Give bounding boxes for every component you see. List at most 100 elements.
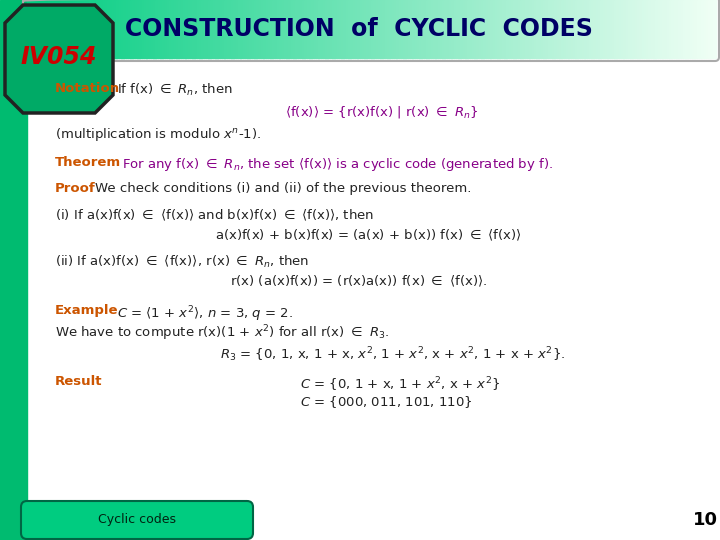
Bar bbox=[564, 0, 567, 58]
Bar bbox=[112, 0, 114, 58]
Bar bbox=[146, 0, 149, 58]
Bar bbox=[467, 0, 470, 58]
Bar bbox=[103, 0, 105, 58]
Bar bbox=[566, 0, 569, 58]
Bar bbox=[642, 0, 644, 58]
Bar bbox=[316, 0, 319, 58]
Bar bbox=[585, 0, 587, 58]
Bar bbox=[527, 0, 530, 58]
Text: $C$ = {000, 011, 101, 110}: $C$ = {000, 011, 101, 110} bbox=[300, 394, 472, 410]
Bar bbox=[277, 0, 280, 58]
Bar bbox=[325, 0, 328, 58]
Bar bbox=[30, 0, 32, 58]
Bar bbox=[359, 0, 362, 58]
Bar bbox=[461, 0, 463, 58]
Bar bbox=[135, 0, 138, 58]
Bar bbox=[380, 0, 383, 58]
Bar bbox=[311, 0, 314, 58]
Bar bbox=[502, 0, 505, 58]
Bar bbox=[82, 0, 85, 58]
Bar bbox=[426, 0, 429, 58]
Bar bbox=[688, 0, 690, 58]
Bar bbox=[463, 0, 466, 58]
Bar bbox=[593, 0, 596, 58]
Bar bbox=[314, 0, 317, 58]
Bar bbox=[114, 0, 117, 58]
Text: (ii) If a(x)f(x) $\in$ $\langle$f(x)$\rangle$, r(x) $\in$ $R_n$, then: (ii) If a(x)f(x) $\in$ $\langle$f(x)$\ra… bbox=[55, 254, 310, 270]
Bar bbox=[151, 0, 153, 58]
Bar bbox=[523, 0, 525, 58]
Bar bbox=[343, 0, 346, 58]
Bar bbox=[616, 0, 619, 58]
Bar bbox=[479, 0, 482, 58]
Bar bbox=[128, 0, 131, 58]
Bar bbox=[580, 0, 582, 58]
Bar bbox=[382, 0, 385, 58]
Bar bbox=[518, 0, 521, 58]
Bar bbox=[233, 0, 236, 58]
Bar bbox=[204, 0, 207, 58]
Bar bbox=[334, 0, 337, 58]
Bar bbox=[511, 0, 513, 58]
Bar bbox=[109, 0, 112, 58]
Bar bbox=[179, 0, 181, 58]
Bar bbox=[421, 0, 424, 58]
Bar bbox=[635, 0, 637, 58]
Text: IV054: IV054 bbox=[21, 45, 97, 69]
Bar bbox=[144, 0, 147, 58]
Bar bbox=[587, 0, 590, 58]
Bar bbox=[252, 0, 255, 58]
Bar bbox=[364, 0, 367, 58]
Bar bbox=[534, 0, 536, 58]
Bar bbox=[34, 0, 37, 58]
Bar bbox=[272, 0, 275, 58]
Bar bbox=[107, 0, 110, 58]
Bar bbox=[78, 0, 80, 58]
Bar bbox=[557, 0, 559, 58]
Bar bbox=[240, 0, 243, 58]
Bar bbox=[610, 0, 612, 58]
Bar bbox=[446, 0, 449, 58]
Bar bbox=[456, 0, 459, 58]
Bar bbox=[525, 0, 528, 58]
Bar bbox=[245, 0, 248, 58]
Bar bbox=[284, 0, 287, 58]
Bar bbox=[307, 0, 310, 58]
Bar bbox=[539, 0, 541, 58]
Bar bbox=[305, 0, 307, 58]
Text: CONSTRUCTION  of  CYCLIC  CODES: CONSTRUCTION of CYCLIC CODES bbox=[125, 17, 593, 41]
Bar bbox=[660, 0, 662, 58]
Bar bbox=[692, 0, 695, 58]
Bar bbox=[413, 0, 415, 58]
Bar bbox=[190, 0, 193, 58]
Bar bbox=[323, 0, 325, 58]
Bar bbox=[98, 0, 101, 58]
Text: (multiplication is modulo $x^n$-1).: (multiplication is modulo $x^n$-1). bbox=[55, 126, 261, 143]
Bar bbox=[474, 0, 477, 58]
Bar bbox=[71, 0, 73, 58]
Bar bbox=[32, 0, 35, 58]
Bar bbox=[254, 0, 257, 58]
Bar bbox=[424, 0, 426, 58]
Text: $R_3$ = {0, 1, x, 1 + x, $x^2$, 1 + $x^2$, x + $x^2$, 1 + x + $x^2$}.: $R_3$ = {0, 1, x, 1 + x, $x^2$, 1 + $x^2… bbox=[220, 345, 565, 364]
Bar bbox=[84, 0, 87, 58]
Bar bbox=[504, 0, 507, 58]
Bar bbox=[217, 0, 220, 58]
Bar bbox=[508, 0, 511, 58]
Bar bbox=[713, 0, 716, 58]
Bar bbox=[669, 0, 672, 58]
Bar bbox=[403, 0, 406, 58]
Bar bbox=[644, 0, 647, 58]
Bar bbox=[435, 0, 438, 58]
Bar bbox=[595, 0, 598, 58]
Bar bbox=[125, 0, 128, 58]
Bar bbox=[165, 0, 167, 58]
Bar bbox=[699, 0, 702, 58]
Bar bbox=[405, 0, 408, 58]
Bar bbox=[123, 0, 126, 58]
Bar bbox=[408, 0, 410, 58]
Bar bbox=[708, 0, 711, 58]
Bar bbox=[328, 0, 330, 58]
Bar bbox=[320, 0, 323, 58]
Bar bbox=[582, 0, 585, 58]
